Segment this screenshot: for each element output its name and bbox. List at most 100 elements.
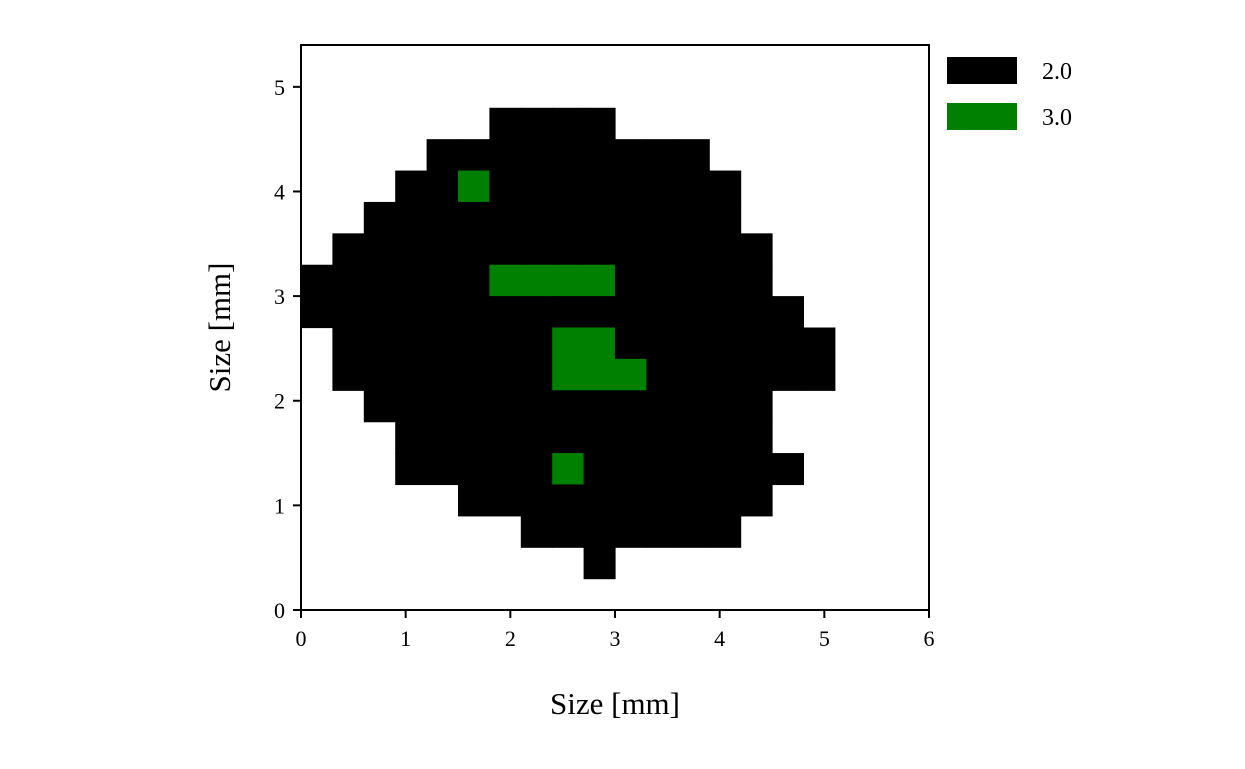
heatmap-cell-2.0 [489, 139, 522, 172]
heatmap-cell-2.0 [332, 264, 365, 297]
heatmap-cell-2.0 [426, 139, 459, 172]
heatmap-cell-2.0 [709, 484, 742, 517]
heatmap-cell-2.0 [740, 421, 773, 454]
heatmap-cell-2.0 [709, 264, 742, 297]
heatmap-cell-2.0 [520, 515, 553, 548]
heatmap-cell-2.0 [395, 358, 428, 391]
heatmap-cell-2.0 [615, 201, 647, 234]
heatmap-cell-2.0 [677, 421, 710, 454]
y-tick-label: 0 [274, 598, 285, 623]
heatmap-cell-2.0 [677, 390, 710, 423]
x-tick-label: 4 [714, 626, 725, 651]
heatmap-cell-2.0 [489, 453, 522, 486]
heatmap-cell-2.0 [363, 233, 396, 266]
heatmap-cell-2.0 [552, 201, 585, 234]
heatmap-cell-3.0 [583, 327, 616, 360]
heatmap-cell-2.0 [458, 139, 490, 172]
heatmap-cell-2.0 [395, 170, 428, 203]
heatmap-cell-2.0 [615, 484, 647, 517]
heatmap-cell-2.0 [677, 139, 710, 172]
heatmap-cell-2.0 [520, 233, 553, 266]
x-tick-label: 6 [924, 626, 935, 651]
heatmap-cell-3.0 [458, 170, 490, 203]
heatmap-cell-2.0 [740, 484, 773, 517]
heatmap-cell-2.0 [677, 515, 710, 548]
heatmap-cell-2.0 [426, 201, 459, 234]
heatmap-cell-2.0 [395, 201, 428, 234]
y-tick-label: 5 [274, 75, 285, 100]
heatmap-cell-2.0 [520, 201, 553, 234]
heatmap-cell-2.0 [458, 421, 490, 454]
heatmap-cell-2.0 [677, 296, 710, 329]
heatmap-cell-2.0 [646, 296, 679, 329]
heatmap-cell-2.0 [615, 233, 647, 266]
heatmap-cell-3.0 [552, 264, 585, 297]
heatmap-cell-2.0 [615, 390, 647, 423]
heatmap-cell-2.0 [301, 264, 333, 297]
heatmap-cell-2.0 [552, 139, 585, 172]
heatmap-cell-2.0 [426, 233, 459, 266]
heatmap-cell-2.0 [583, 170, 616, 203]
heatmap-cell-3.0 [489, 264, 522, 297]
heatmap-cell-2.0 [615, 327, 647, 360]
x-tick-label: 0 [296, 626, 307, 651]
heatmap-cell-2.0 [646, 201, 679, 234]
heatmap-cell-2.0 [740, 390, 773, 423]
y-tick-label: 1 [274, 493, 285, 518]
heatmap-cell-2.0 [395, 264, 428, 297]
heatmap-cell-2.0 [709, 327, 742, 360]
x-tick-label: 1 [400, 626, 411, 651]
heatmap-cell-2.0 [583, 547, 616, 580]
heatmap-cell-2.0 [363, 358, 396, 391]
heatmap-cell-2.0 [615, 296, 647, 329]
y-tick-label: 3 [274, 284, 285, 309]
heatmap-cell-2.0 [772, 453, 804, 486]
y-tick-label: 2 [274, 389, 285, 414]
heatmap-cell-2.0 [646, 484, 679, 517]
heatmap-cell-2.0 [363, 327, 396, 360]
heatmap-cell-2.0 [552, 390, 585, 423]
heatmap-cell-2.0 [709, 170, 742, 203]
heatmap-cell-2.0 [615, 515, 647, 548]
heatmap-cell-2.0 [489, 327, 522, 360]
heatmap-cell-3.0 [520, 264, 553, 297]
heatmap-cell-2.0 [395, 327, 428, 360]
heatmap-cell-2.0 [520, 358, 553, 391]
heatmap-cell-2.0 [458, 358, 490, 391]
heatmap-cell-2.0 [552, 296, 585, 329]
heatmap-cell-2.0 [803, 358, 836, 391]
heatmap-cell-3.0 [583, 358, 616, 391]
heatmap-cell-2.0 [583, 201, 616, 234]
heatmap-cell-2.0 [489, 296, 522, 329]
heatmap-cell-2.0 [772, 358, 804, 391]
heatmap-cell-2.0 [458, 453, 490, 486]
heatmap-cell-2.0 [332, 358, 365, 391]
heatmap-cell-2.0 [709, 201, 742, 234]
heatmap-cell-2.0 [395, 296, 428, 329]
heatmap-cell-2.0 [395, 453, 428, 486]
heatmap-cell-2.0 [677, 453, 710, 486]
heatmap-cell-2.0 [552, 421, 585, 454]
heatmap-cell-2.0 [615, 421, 647, 454]
heatmap-cell-2.0 [426, 170, 459, 203]
heatmap-cell-2.0 [615, 453, 647, 486]
legend-swatch [947, 103, 1017, 130]
heatmap-cell-2.0 [458, 264, 490, 297]
heatmap-cell-2.0 [520, 453, 553, 486]
heatmap-cell-2.0 [740, 296, 773, 329]
heatmap-cell-2.0 [552, 107, 585, 140]
heatmap-cell-2.0 [646, 139, 679, 172]
heatmap-cell-2.0 [489, 421, 522, 454]
heatmap-cell-2.0 [646, 421, 679, 454]
heatmap-cell-2.0 [489, 107, 522, 140]
heatmap-cell-2.0 [615, 170, 647, 203]
heatmap-cell-2.0 [646, 327, 679, 360]
heatmap-cell-2.0 [363, 390, 396, 423]
heatmap-cell-2.0 [332, 327, 365, 360]
heatmap-cell-3.0 [583, 264, 616, 297]
heatmap-cell-2.0 [677, 358, 710, 391]
heatmap-cell-2.0 [363, 296, 396, 329]
heatmap-cell-2.0 [458, 327, 490, 360]
x-axis-label: Size [mm] [550, 686, 680, 721]
